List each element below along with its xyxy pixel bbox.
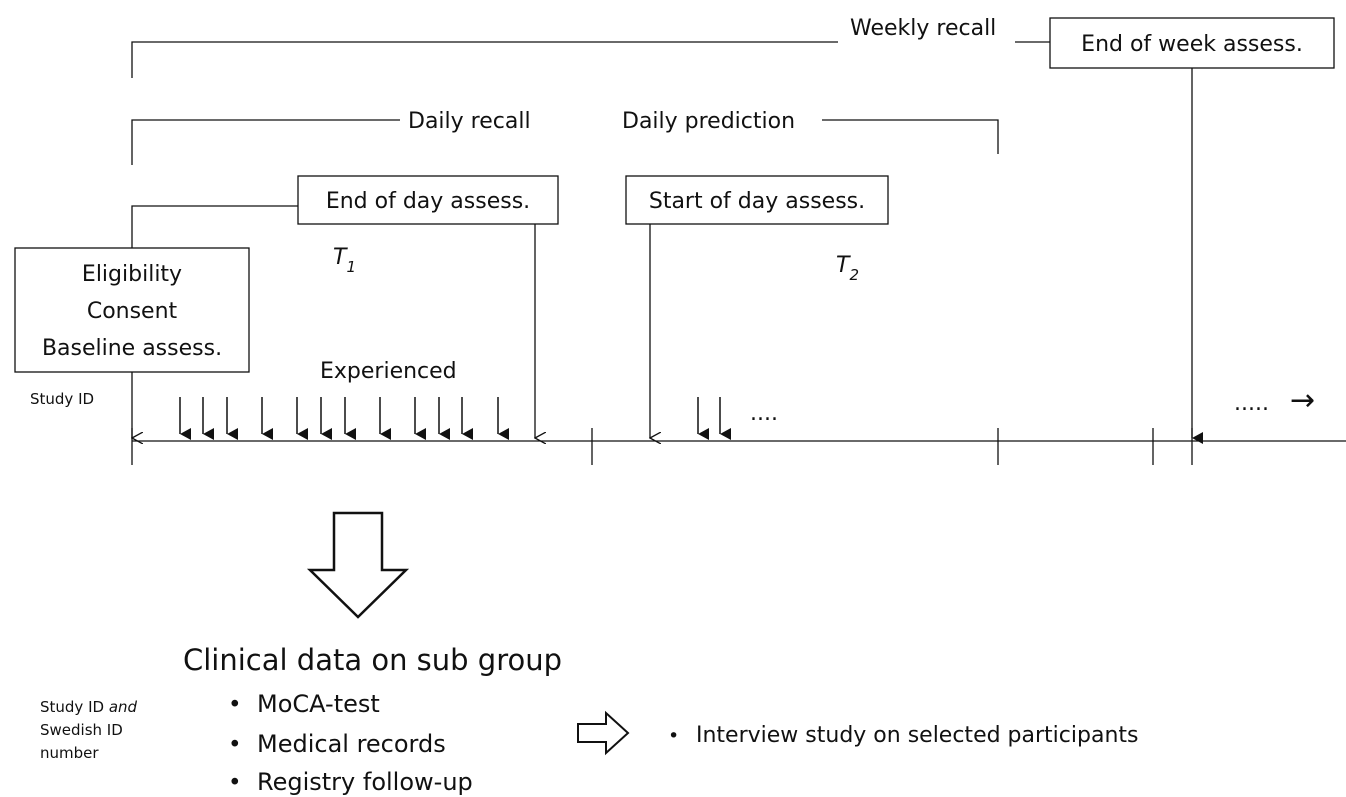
weekly-recall-label: Weekly recall	[850, 16, 996, 41]
end-of-week-label: End of week assess.	[1081, 32, 1303, 57]
start-of-day-box: Start of day assess.	[625, 175, 889, 225]
clinical-title: Clinical data on sub group	[183, 643, 562, 677]
experienced-arrows-day1	[179, 397, 509, 440]
big-down-arrow	[306, 511, 410, 619]
clinical-list: • MoCA-test • Medical records • Registry…	[228, 690, 473, 796]
end-of-day-bracket	[131, 205, 298, 248]
baseline-consent: Consent	[87, 299, 178, 324]
experienced-label: Experienced	[320, 359, 457, 384]
experienced-arrows-day2	[697, 397, 731, 440]
end-of-week-box: End of week assess.	[1049, 17, 1335, 69]
baseline-eligibility: Eligibility	[82, 262, 182, 287]
id-note-line2: Swedish ID	[40, 721, 123, 739]
list-bullet: •	[228, 770, 242, 796]
study-id-label: Study ID	[30, 390, 94, 408]
t1-label: T1	[333, 245, 356, 276]
baseline-assessment: Baseline assess.	[42, 336, 222, 361]
list-bullet: •	[228, 732, 242, 758]
end-of-day-label: End of day assess.	[326, 189, 530, 214]
interview-item: Interview study on selected participants	[696, 723, 1138, 748]
continue-arrow: →	[1290, 383, 1315, 418]
start-of-day-label: Start of day assess.	[649, 189, 865, 214]
daily-prediction-label: Daily prediction	[622, 109, 795, 134]
day2-ellipsis: ....	[750, 401, 778, 426]
daily-recall-bracket	[131, 119, 999, 165]
weekly-recall-bracket	[131, 41, 1050, 78]
id-note-line3: number	[40, 744, 99, 762]
list-bullet: •	[228, 692, 242, 718]
t2-label: T2	[836, 253, 859, 284]
small-right-arrow	[577, 710, 630, 756]
list-item-moca: MoCA-test	[257, 690, 380, 718]
interview-bullet: •	[668, 725, 679, 747]
list-item-registry: Registry follow-up	[257, 768, 473, 796]
list-item-medical-records: Medical records	[257, 730, 446, 758]
end-ellipsis: .....	[1234, 391, 1269, 416]
id-note-line1: Study ID and	[40, 698, 138, 716]
timeline-ticks	[131, 428, 1193, 465]
daily-recall-label: Daily recall	[408, 109, 531, 134]
baseline-box: Eligibility Consent Baseline assess.	[14, 247, 250, 373]
end-of-day-box: End of day assess.	[297, 175, 559, 225]
